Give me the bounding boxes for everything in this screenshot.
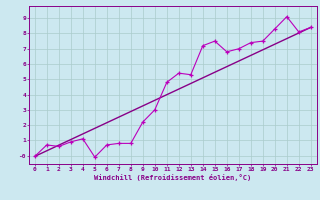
X-axis label: Windchill (Refroidissement éolien,°C): Windchill (Refroidissement éolien,°C) <box>94 174 252 181</box>
